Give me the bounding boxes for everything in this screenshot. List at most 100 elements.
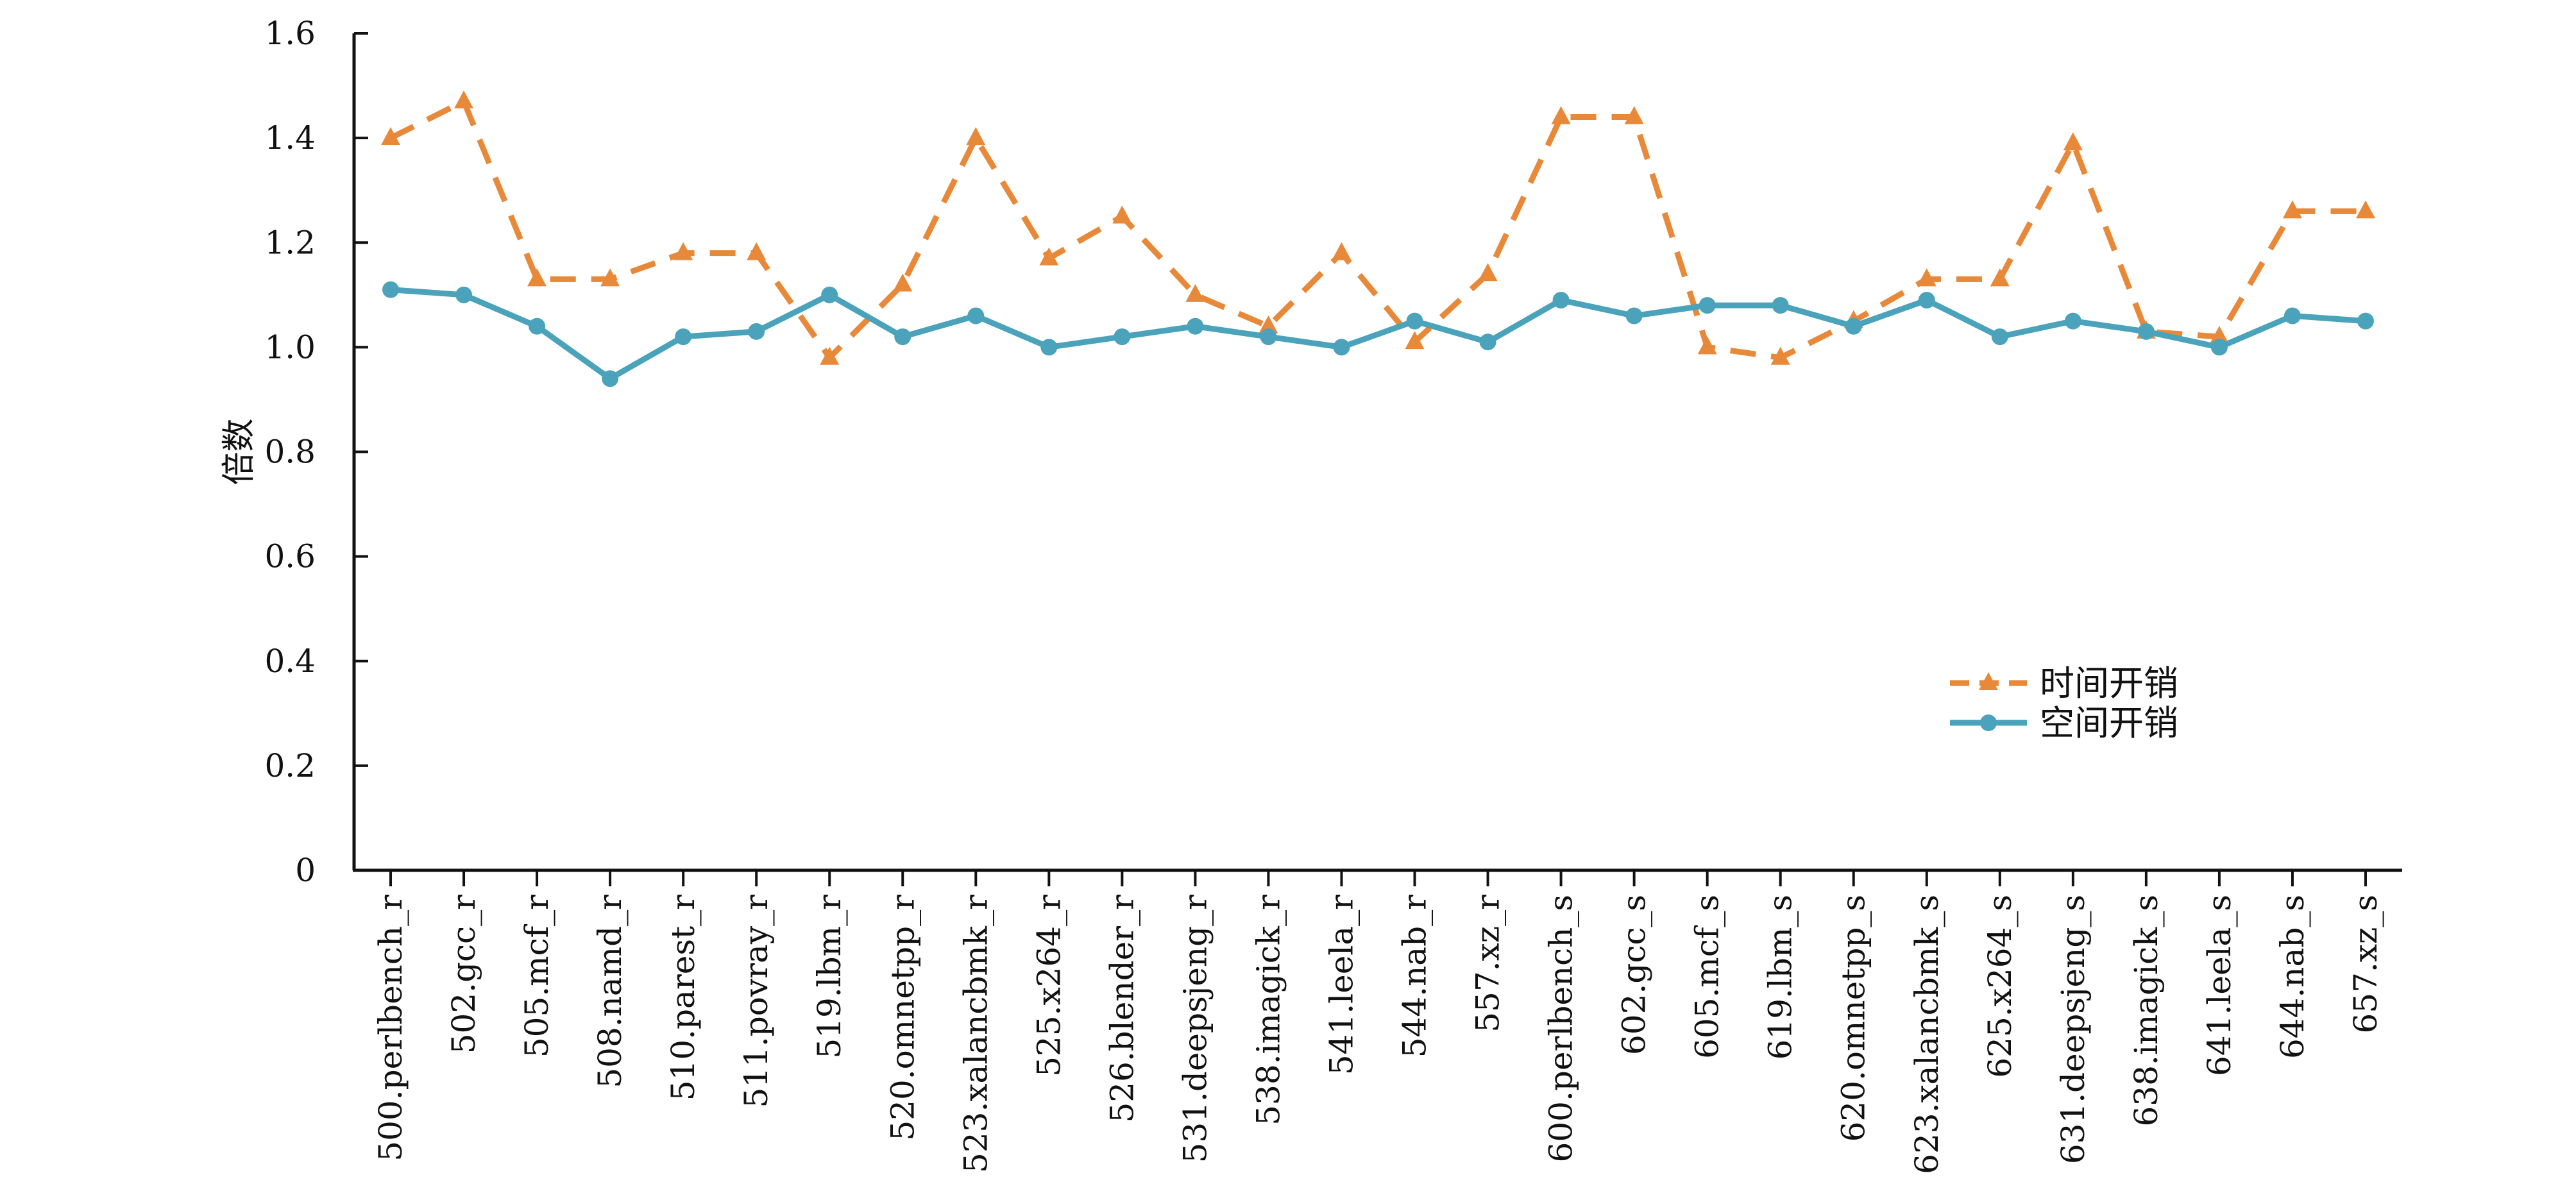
data-point [1697, 336, 1717, 355]
data-point [529, 317, 546, 335]
data-point [821, 286, 838, 303]
x-tick-label: 623.xalancbmk_s [1908, 895, 1945, 1174]
data-point [2063, 132, 2083, 151]
data-point [1333, 339, 1350, 356]
y-tick-label: 1.4 [264, 119, 316, 156]
x-tick-label: 638.imagick_s [2128, 895, 2165, 1127]
data-point [1332, 242, 1352, 260]
x-tick-label: 502.gcc_r [445, 895, 482, 1054]
y-tick-label: 1.0 [264, 328, 316, 366]
data-point [1917, 268, 1936, 287]
series-line [389, 98, 2366, 361]
data-point [747, 242, 767, 260]
data-point [1258, 315, 1278, 333]
data-point [1552, 291, 1570, 308]
legend-label-space: 空间开销 [2040, 703, 2178, 743]
y-tick-label: 0 [295, 852, 316, 889]
y-axis-title-group: 倍数 [220, 418, 258, 485]
y-tick-label: 1.2 [264, 224, 316, 261]
data-point [2357, 312, 2374, 330]
x-tick-label: 500.perlbench_r [372, 895, 409, 1161]
data-point [820, 346, 840, 365]
data-point [966, 127, 986, 146]
x-tick-label: 605.mcf_s [1689, 895, 1726, 1059]
x-tick-label: 600.perlbench_s [1543, 895, 1580, 1162]
data-point [893, 273, 913, 292]
data-point [1112, 205, 1132, 224]
data-point [2210, 339, 2228, 356]
x-tick-label: 657.xz_s [2347, 895, 2384, 1034]
x-tick-label: 544.nab_r [1396, 895, 1434, 1058]
series-space [382, 281, 2374, 387]
x-tick-label: 520.omnetpp_r [884, 895, 921, 1141]
y-ticks: 0 0.2 0.4 0.6 0.8 1.0 1.2 1.4 1.6 [264, 15, 368, 889]
legend-label-time: 时间开销 [2040, 663, 2178, 704]
x-tick-label: 525.x264_r [1030, 895, 1067, 1077]
data-point [674, 242, 693, 260]
x-tick-label: 526.blender_r [1103, 895, 1140, 1123]
legend-item-time: 时间开销 [1950, 663, 2178, 704]
data-point [1624, 106, 1644, 124]
y-tick-label: 0.2 [264, 747, 316, 784]
x-tick-label: 644.nab_s [2274, 895, 2311, 1059]
data-point [602, 370, 619, 387]
data-point [1114, 328, 1131, 346]
data-point [2282, 200, 2302, 219]
data-point [454, 90, 474, 109]
data-point [2209, 326, 2229, 344]
y-tick-label: 1.6 [264, 15, 316, 52]
data-point [1551, 106, 1571, 124]
series-time [381, 90, 2375, 365]
data-point [2355, 200, 2375, 219]
x-tick-label: 641.leela_s [2201, 895, 2238, 1076]
data-point [1479, 333, 1496, 351]
legend: 时间开销 空间开销 [1950, 663, 2178, 743]
data-point [1187, 317, 1204, 335]
x-tick-label: 557.xz_r [1470, 895, 1507, 1033]
data-point [381, 127, 401, 146]
data-point [1990, 268, 2010, 287]
data-point [748, 323, 765, 340]
data-point [967, 307, 985, 325]
y-tick-label: 0.4 [264, 643, 316, 680]
legend-marker-time [1979, 672, 1998, 690]
x-tick-label: 619.lbm_s [1762, 895, 1799, 1060]
x-tick-label: 602.gcc_s [1616, 895, 1653, 1055]
data-point [1039, 247, 1059, 266]
data-point [2064, 312, 2081, 330]
series-layer [381, 90, 2375, 387]
x-tick-label: 625.x264_s [1981, 895, 2019, 1078]
data-point [1625, 307, 1643, 325]
x-tick-label: 505.mcf_r [518, 895, 555, 1058]
data-point [1040, 339, 1058, 356]
y-axis-title: 倍数 [220, 418, 258, 485]
data-point [2137, 323, 2155, 340]
data-point [527, 268, 547, 287]
x-tick-label: 541.leela_r [1323, 895, 1360, 1075]
x-tick-label: 631.deepsjeng_s [2055, 895, 2092, 1164]
data-point [1185, 283, 1205, 302]
y-tick-label: 0.6 [264, 538, 316, 575]
data-point [1406, 312, 1423, 330]
data-point [1845, 317, 1862, 335]
data-point [382, 281, 400, 298]
legend-marker-space [1980, 714, 1997, 731]
x-tick-label: 508.namd_r [591, 895, 629, 1088]
data-point [1991, 328, 2008, 346]
axes [352, 33, 2402, 872]
data-point [1478, 263, 1498, 282]
x-ticks: 500.perlbench_r 502.gcc_r 505.mcf_r 508.nam… [372, 870, 2384, 1174]
data-point [1405, 331, 1425, 350]
x-tick-label: 620.omnetpp_s [1835, 895, 1872, 1142]
data-point [2284, 307, 2301, 325]
x-tick-label: 510.parest_r [665, 895, 702, 1101]
x-tick-label: 523.xalancbmk_r [957, 895, 994, 1173]
x-tick-label: 519.lbm_r [811, 895, 848, 1059]
data-point [1260, 328, 1277, 346]
data-point [1770, 346, 1790, 365]
data-point [600, 268, 620, 287]
data-point [1772, 297, 1789, 314]
data-point [675, 328, 692, 346]
